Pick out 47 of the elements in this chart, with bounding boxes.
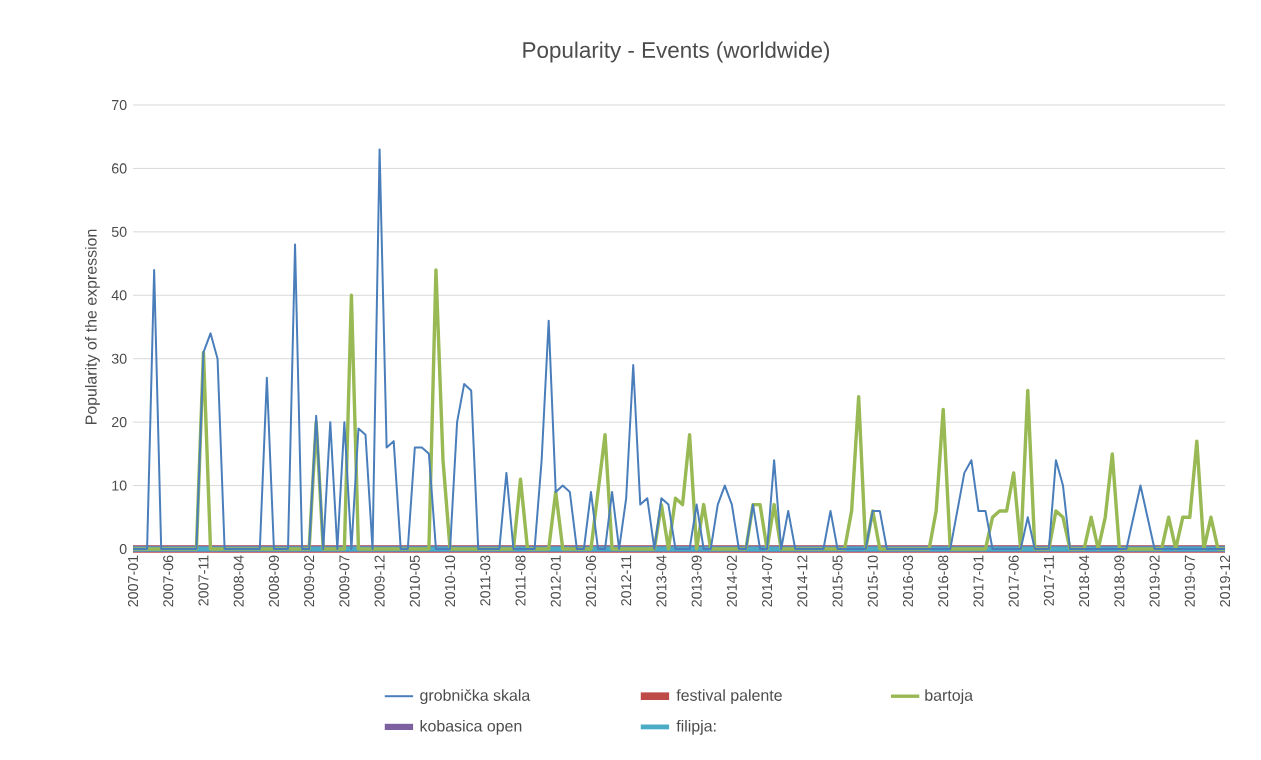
x-tick-label: 2007-11 [198, 555, 209, 606]
x-tick-label: 2019-12 [1219, 555, 1231, 607]
x-tick-label: 2010-05 [409, 555, 420, 607]
x-tick-label: 2014-02 [726, 555, 737, 607]
x-tick-label: 2014-12 [797, 555, 808, 607]
legend-label: kobasica open [420, 719, 522, 735]
y-tick-label: 60 [111, 163, 127, 174]
x-tick-label: 2009-02 [304, 555, 315, 607]
legend-label: filipja: [676, 719, 716, 735]
y-tick-label: 50 [111, 226, 127, 237]
x-tick-label: 2009-07 [339, 555, 350, 607]
x-tick-label: 2008-09 [268, 555, 279, 607]
x-tick-label: 2016-03 [902, 555, 914, 607]
x-tick-label: 2007-06 [163, 555, 174, 607]
x-tick-label: 2019-07 [1184, 555, 1195, 607]
legend-label: bartoja [925, 689, 974, 705]
x-tick-label: 2016-08 [938, 555, 949, 607]
x-tick-label: 2012-06 [585, 555, 596, 607]
x-tick-label: 2011-03 [480, 555, 491, 606]
x-tick-label: 2009-12 [374, 555, 385, 607]
x-tick-label: 2017-01 [973, 555, 984, 607]
chart-title: Popularity - Events (worldwide) [523, 41, 830, 63]
y-tick-label: 20 [111, 417, 127, 428]
x-tick-label: 2018-04 [1079, 555, 1090, 607]
legend-label: grobnička skala [420, 689, 531, 705]
y-tick-label: 30 [111, 353, 127, 364]
x-tick-label: 2012-01 [550, 555, 561, 607]
x-tick-label: 2008-04 [233, 555, 244, 607]
x-tick-label: 2012-11 [621, 555, 632, 606]
x-tick-label: 2015-05 [832, 555, 843, 607]
y-tick-label: 70 [111, 99, 127, 111]
x-tick-label: 2007-01 [127, 555, 139, 607]
x-tick-label: 2010-10 [444, 555, 456, 607]
x-tick-label: 2019-02 [1149, 555, 1160, 607]
x-tick-label: 2013-09 [691, 555, 702, 607]
x-tick-label: 2013-04 [656, 555, 667, 607]
y-tick-label: 10 [112, 480, 127, 491]
x-tick-label: 2011-08 [515, 555, 526, 606]
x-tick-label: 2018-09 [1114, 555, 1125, 607]
x-tick-label: 2015-10 [867, 555, 878, 607]
y-tick-label: 40 [111, 290, 127, 301]
x-tick-label: 2017-06 [1008, 555, 1019, 607]
x-tick-label: 2017-11 [1043, 555, 1054, 606]
y-axis-title: Popularity of the expression [85, 229, 100, 425]
y-tick-label: 0 [119, 543, 127, 555]
x-tick-label: 2014-07 [762, 555, 773, 607]
legend-label: festival palente [676, 689, 782, 705]
